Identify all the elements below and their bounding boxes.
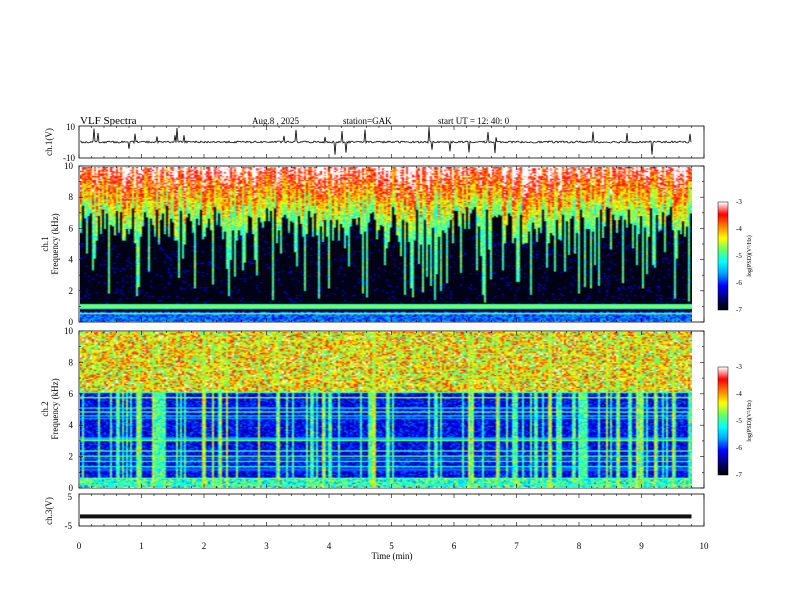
spec2-ytick-labels: 0 2 4 6 8 10 [64, 326, 74, 493]
colorbar-ch1-label: log(PSD)(V²/Hz) [746, 235, 753, 276]
station-label: station=GAK [343, 116, 392, 126]
colorbar-ch2-tick: -3 [736, 363, 742, 371]
x-tick-label: 9 [639, 541, 644, 551]
colorbar-gradient [718, 202, 728, 310]
time-axis: 0 1 2 3 4 5 6 7 8 9 10 Time (min) [77, 541, 709, 561]
x-tick-label: 10 [700, 541, 710, 551]
ch3-ytick-bottom: -5 [65, 521, 73, 531]
colorbar-ch1-scale [717, 201, 729, 311]
spec2-ytick: 6 [69, 389, 74, 399]
spec2-ytick: 10 [64, 326, 74, 336]
x-tick-label: 4 [327, 541, 332, 551]
spec2-ytick: 4 [69, 420, 74, 430]
spec2-image [80, 332, 692, 488]
spec1-ytick: 0 [69, 317, 74, 327]
x-tick-label: 6 [452, 541, 457, 551]
ch3-ytick-top: 5 [68, 492, 73, 502]
ch3-waveform-panel: 5 -5 ch.3(V) [44, 492, 705, 531]
spectrogram-ch1: 0 2 4 6 8 10 ch.1 Frequency (kHz) [40, 161, 705, 327]
date-label: Aug.8 , 2025 [252, 116, 299, 126]
colorbar-ch2-tick: -6 [736, 444, 742, 452]
spec1-axis-label-frequency: Frequency (kHz) [50, 213, 60, 274]
spec1-ytick: 6 [69, 223, 74, 233]
colorbar-ch2: -3 -4 -5 -6 -7 log(PSD)(V²/Hz) [717, 363, 753, 479]
x-tick-label: 3 [264, 541, 269, 551]
x-tick-label: 7 [514, 541, 519, 551]
ch1-ytick-top: 10 [66, 122, 76, 132]
spec2-ytick: 2 [69, 452, 74, 462]
colorbar-ch2-scale [717, 366, 729, 476]
x-axis-title: Time (min) [372, 551, 413, 561]
x-tick-label: 2 [202, 541, 207, 551]
colorbar-ch1-tick: -4 [736, 225, 742, 233]
colorbar-ch1-tick: -6 [736, 279, 742, 287]
spec1-ytick-labels: 0 2 4 6 8 10 [64, 161, 74, 327]
colorbar-ch2-label: log(PSD)(V²/Hz) [746, 400, 753, 441]
colorbar-ch1-tick: -3 [736, 198, 742, 206]
colorbar-ch2-tick: -7 [736, 471, 742, 479]
ch1-trace [80, 127, 692, 155]
spec1-ytick: 4 [69, 255, 74, 265]
ch3-frame [78, 493, 705, 527]
x-tick-label: 5 [389, 541, 394, 551]
x-tick-label: 0 [77, 541, 82, 551]
spec1-image [80, 167, 692, 322]
spec2-axis-label-channel: ch.2 [40, 401, 50, 416]
spec2-axis-label-frequency: Frequency (kHz) [50, 378, 60, 439]
spec2-ytick: 8 [69, 357, 74, 367]
axis-ticks [78, 126, 705, 526]
spec2-ytick: 0 [69, 483, 74, 493]
spectrogram-ch2: 0 2 4 6 8 10 ch.2 Frequency (kHz) [40, 326, 705, 493]
spec1-ytick: 2 [69, 286, 74, 296]
spec1-ytick: 8 [69, 192, 74, 202]
ch1-ytick-bottom: -10 [63, 153, 75, 163]
colorbar-ch2-tick: -4 [736, 390, 742, 398]
ch3-axis-label: ch.3(V) [44, 497, 54, 525]
x-tick-label: 8 [577, 541, 582, 551]
ch3-trace [80, 514, 692, 519]
colorbar-gradient [718, 367, 728, 475]
colorbar-ch2-tick: -5 [736, 417, 742, 425]
x-tick-label: 1 [139, 541, 144, 551]
colorbar-ch1: -3 -4 -5 -6 -7 log(PSD)(V²/Hz) [717, 198, 753, 314]
figure-title: VLF Spectra [80, 115, 137, 127]
start-time-label: start UT = 12: 40: 0 [438, 116, 510, 126]
ch1-axis-label: ch.1(V) [44, 128, 54, 156]
spec1-ytick: 10 [64, 161, 74, 171]
ch1-waveform-panel: 10 -10 ch.1(V) [44, 122, 705, 163]
colorbar-ch1-tick: -5 [736, 252, 742, 260]
colorbar-ch1-tick: -7 [736, 306, 742, 314]
spec1-axis-label-channel: ch.1 [40, 236, 50, 251]
